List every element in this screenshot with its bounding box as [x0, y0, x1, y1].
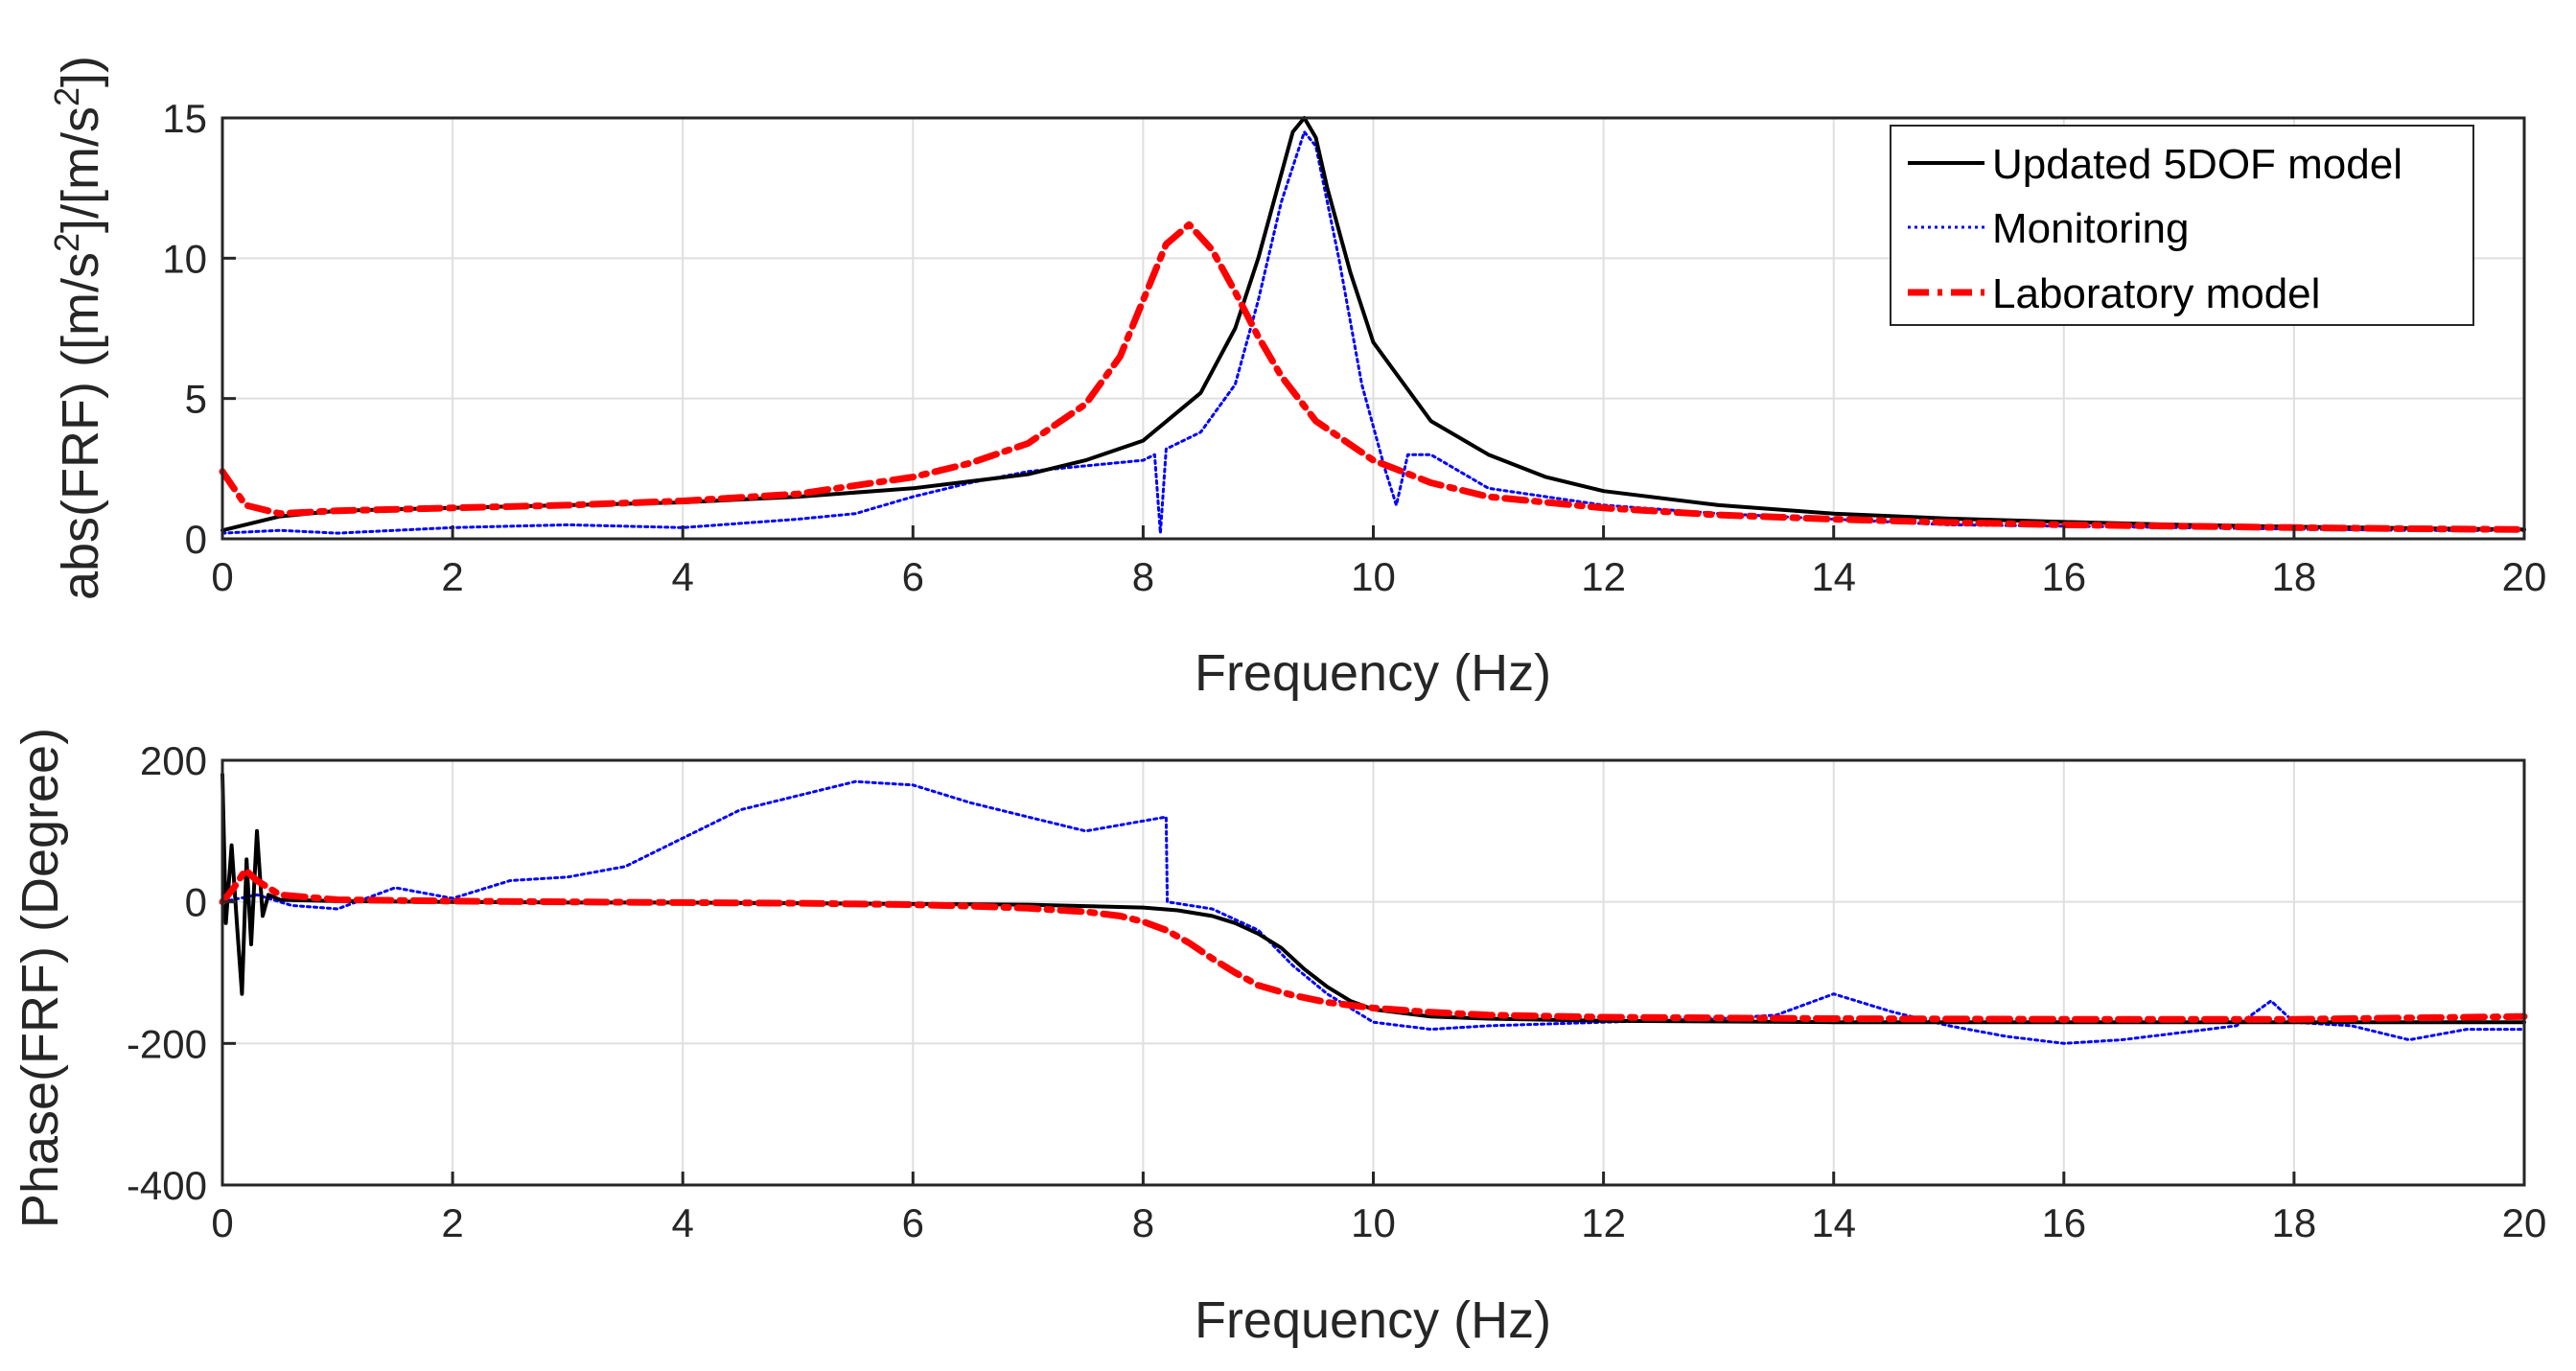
legend-label-monitoring: Monitoring	[1992, 205, 2189, 252]
phase-x-tick-label: 8	[1132, 1200, 1154, 1245]
phase-x-tick-label: 10	[1351, 1200, 1396, 1245]
phase-x-axis-label: Frequency (Hz)	[1195, 1291, 1551, 1349]
magnitude-y-tick-label: 15	[162, 96, 207, 141]
magnitude-x-tick-label: 18	[2272, 554, 2317, 599]
magnitude-y-ticks: 0 5 10 15	[162, 96, 236, 562]
phase-y-axis-label: Phase(FRF) (Degree)	[12, 728, 69, 1228]
phase-y-tick-label: -200	[127, 1021, 207, 1066]
phase-x-tick-label: 6	[902, 1200, 924, 1245]
magnitude-x-tick-label: 0	[211, 554, 233, 599]
phase-x-tick-label: 16	[2041, 1200, 2086, 1245]
phase-series-monitoring	[220, 779, 2526, 1045]
magnitude-y-tick-label: 0	[185, 517, 207, 562]
magnitude-x-tick-label: 14	[1811, 554, 1856, 599]
phase-y-tick-label: -400	[127, 1163, 207, 1208]
phase-y-ticks: -400 -200 0 200	[127, 738, 236, 1208]
phase-series-laboratory-model	[219, 866, 2528, 1023]
legend: Updated 5DOF model Monitoring Laboratory…	[1890, 125, 2474, 326]
magnitude-x-tick-label: 10	[1351, 554, 1396, 599]
phase-y-tick-label: 0	[185, 880, 207, 925]
magnitude-x-axis-label: Frequency (Hz)	[1195, 644, 1551, 702]
magnitude-x-tick-label: 2	[441, 554, 463, 599]
magnitude-x-tick-label: 20	[2502, 554, 2547, 599]
legend-box	[1890, 125, 2474, 326]
magnitude-x-tick-label: 4	[672, 554, 694, 599]
phase-x-tick-label: 4	[672, 1200, 694, 1245]
phase-x-tick-label: 12	[1581, 1200, 1626, 1245]
phase-x-tick-label: 2	[441, 1200, 463, 1245]
magnitude-y-tick-label: 5	[185, 377, 207, 422]
phase-x-tick-label: 18	[2272, 1200, 2317, 1245]
legend-label-laboratory: Laboratory model	[1992, 270, 2320, 317]
phase-x-tick-label: 20	[2502, 1200, 2547, 1245]
magnitude-x-tick-label: 12	[1581, 554, 1626, 599]
magnitude-y-axis-label: abs(FRF) ([m/s2]/[m/s2])	[47, 56, 109, 600]
legend-label-model: Updated 5DOF model	[1992, 141, 2402, 188]
phase-x-tick-label: 14	[1811, 1200, 1856, 1245]
magnitude-x-tick-label: 16	[2041, 554, 2086, 599]
phase-series	[219, 772, 2528, 1045]
magnitude-x-ticks: 0 2 4 6 8 10 12 14 16 18 20	[211, 525, 2546, 599]
magnitude-series-laboratory-model	[219, 221, 2528, 533]
magnitude-x-tick-label: 8	[1132, 554, 1154, 599]
magnitude-x-tick-label: 6	[902, 554, 924, 599]
phase-series-updated-5dof-model	[220, 772, 2526, 1025]
magnitude-y-tick-label: 10	[162, 236, 207, 281]
phase-plot: 0 2 4 6 8 10 12 14 16 18 20 -400 -200 0 200 Frequency…	[12, 728, 2546, 1349]
phase-x-tick-label: 0	[211, 1200, 233, 1245]
phase-x-ticks: 0 2 4 6 8 10 12 14 16 18 20	[211, 1172, 2546, 1245]
phase-y-tick-label: 200	[140, 738, 207, 783]
